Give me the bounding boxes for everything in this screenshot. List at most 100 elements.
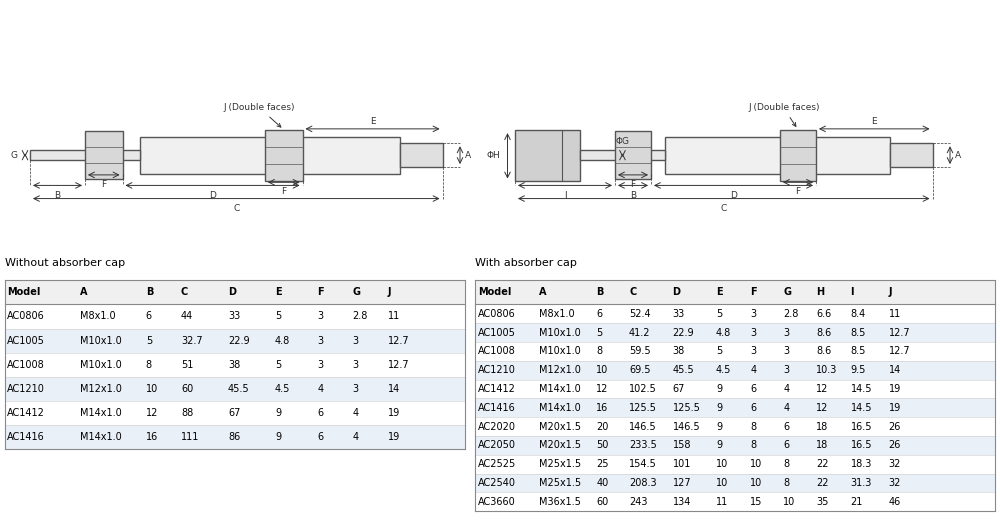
Bar: [580, 150, 665, 160]
Bar: [475, 492, 995, 511]
Text: 6: 6: [146, 311, 152, 321]
Text: ΦG: ΦG: [616, 137, 630, 146]
Text: AC2540: AC2540: [478, 478, 516, 488]
Text: 4: 4: [352, 408, 359, 418]
Text: 10: 10: [716, 459, 728, 469]
Text: 9: 9: [716, 403, 722, 413]
Text: 5: 5: [716, 347, 722, 357]
Text: 9: 9: [716, 421, 722, 431]
Text: M14x1.0: M14x1.0: [539, 403, 581, 413]
Text: M20x1.5: M20x1.5: [539, 421, 581, 431]
Text: 69.5: 69.5: [629, 365, 650, 375]
Text: 12: 12: [816, 403, 828, 413]
Text: 18: 18: [816, 440, 828, 450]
Text: 18.3: 18.3: [851, 459, 872, 469]
Text: AC1412: AC1412: [7, 408, 45, 418]
Text: 10: 10: [750, 478, 763, 488]
Bar: [890, 143, 932, 167]
Bar: [475, 455, 995, 473]
Bar: [780, 129, 816, 181]
Text: F: F: [317, 287, 324, 297]
Text: 9.5: 9.5: [851, 365, 866, 375]
Text: M12x1.0: M12x1.0: [539, 365, 581, 375]
Text: 22.9: 22.9: [228, 336, 250, 346]
Text: 10: 10: [750, 459, 763, 469]
Text: 8: 8: [596, 347, 602, 357]
Text: 14.5: 14.5: [851, 403, 872, 413]
Bar: [30, 150, 140, 160]
Text: 5: 5: [716, 309, 722, 319]
Text: D: D: [209, 191, 216, 200]
Text: 50: 50: [596, 440, 609, 450]
Text: 9: 9: [716, 384, 722, 394]
Text: J: J: [889, 287, 892, 297]
Text: M10x1.0: M10x1.0: [80, 360, 122, 370]
Text: 146.5: 146.5: [672, 421, 700, 431]
Text: 3: 3: [783, 328, 789, 338]
Text: 125.5: 125.5: [629, 403, 657, 413]
Text: 6.6: 6.6: [816, 309, 831, 319]
Text: 35: 35: [816, 497, 828, 507]
Text: 16.5: 16.5: [851, 440, 872, 450]
Bar: [475, 473, 995, 492]
Text: 40: 40: [596, 478, 608, 488]
Text: 6: 6: [596, 309, 602, 319]
Text: 60: 60: [596, 497, 608, 507]
Text: J (Double faces): J (Double faces): [748, 104, 820, 126]
Text: M25x1.5: M25x1.5: [539, 459, 581, 469]
Text: 86: 86: [228, 432, 240, 442]
Bar: [475, 342, 995, 361]
Text: AC1210: AC1210: [7, 383, 45, 393]
Text: 8: 8: [783, 478, 789, 488]
Text: E: E: [871, 117, 877, 126]
Bar: [85, 130, 123, 179]
Text: AC0806: AC0806: [7, 311, 45, 321]
Text: 4: 4: [750, 365, 756, 375]
Text: F: F: [101, 180, 106, 189]
Text: 38: 38: [228, 360, 240, 370]
Text: 3: 3: [750, 328, 756, 338]
Text: A: A: [465, 150, 471, 160]
Text: 33: 33: [228, 311, 240, 321]
Bar: [5, 305, 465, 329]
Text: 6: 6: [783, 440, 789, 450]
Bar: [475, 380, 995, 398]
Text: J: J: [388, 287, 391, 297]
Text: 67: 67: [672, 384, 685, 394]
Text: B: B: [54, 191, 61, 200]
Text: M14x1.0: M14x1.0: [80, 432, 122, 442]
Text: 4.5: 4.5: [275, 383, 290, 393]
Text: 10.3: 10.3: [816, 365, 837, 375]
Bar: [665, 137, 890, 174]
Text: 16.5: 16.5: [851, 421, 872, 431]
Text: AC1416: AC1416: [7, 432, 45, 442]
Bar: [475, 280, 995, 305]
Text: F: F: [281, 187, 286, 196]
Text: 9: 9: [275, 408, 281, 418]
Bar: [475, 323, 995, 342]
Text: D: D: [672, 287, 680, 297]
Text: 6: 6: [317, 432, 323, 442]
Text: C: C: [721, 204, 727, 214]
Bar: [5, 280, 465, 305]
Text: 3: 3: [352, 336, 359, 346]
Text: With absorber cap: With absorber cap: [475, 258, 577, 268]
Text: M10x1.0: M10x1.0: [539, 347, 581, 357]
Text: G: G: [352, 287, 360, 297]
Text: 21: 21: [851, 497, 863, 507]
Text: AC1210: AC1210: [478, 365, 516, 375]
Text: 45.5: 45.5: [672, 365, 694, 375]
Bar: [475, 398, 995, 417]
Text: 125.5: 125.5: [672, 403, 700, 413]
Text: 14: 14: [889, 365, 901, 375]
Text: 22.9: 22.9: [672, 328, 694, 338]
Text: 5: 5: [596, 328, 602, 338]
Text: 3: 3: [783, 347, 789, 357]
Text: 38: 38: [672, 347, 685, 357]
Text: AC1412: AC1412: [478, 384, 516, 394]
Bar: [400, 143, 442, 167]
Text: 4.5: 4.5: [716, 365, 731, 375]
Text: 233.5: 233.5: [629, 440, 657, 450]
Text: 31.3: 31.3: [851, 478, 872, 488]
Text: ΦH: ΦH: [486, 151, 500, 160]
